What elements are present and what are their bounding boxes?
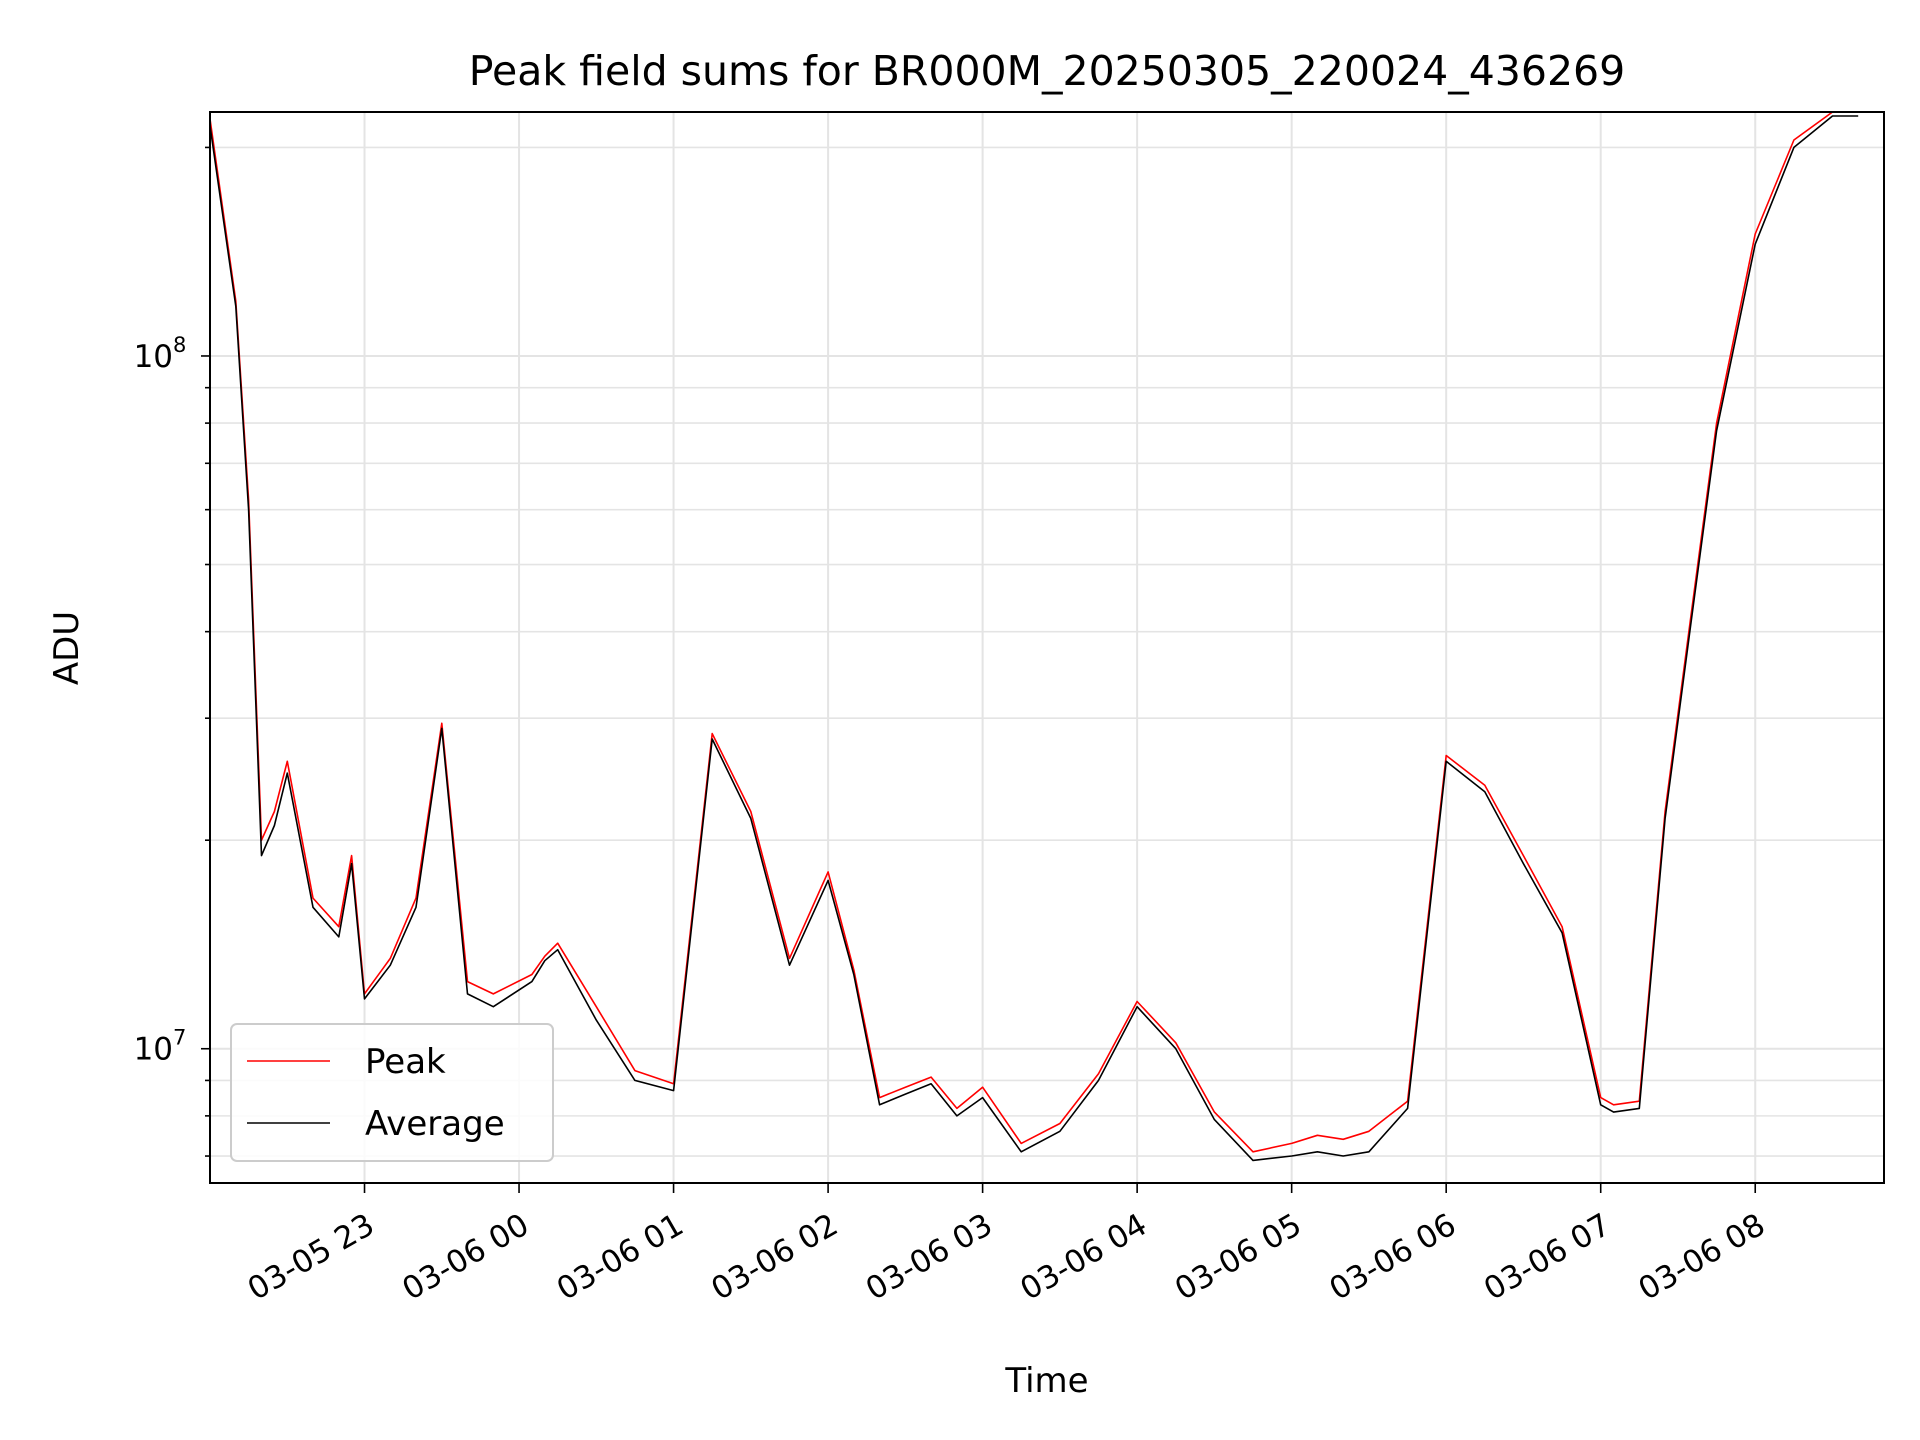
y-axis-ticks: 107 108	[134, 146, 210, 1157]
series-line-peak	[210, 112, 1859, 1153]
chart-title: Peak field sums for BR000M_20250305_2200…	[469, 47, 1625, 95]
series-lines	[210, 112, 1859, 1162]
x-tick-label: 03-06 00	[396, 1207, 535, 1308]
x-tick-label: 03-06 03	[860, 1207, 999, 1308]
legend-label-peak: Peak	[365, 1042, 446, 1082]
y-tick-label: 108	[134, 333, 187, 375]
x-tick-label: 03-06 07	[1478, 1207, 1617, 1308]
x-tick-label: 03-06 08	[1633, 1207, 1772, 1308]
x-tick-label: 03-06 04	[1014, 1207, 1153, 1308]
x-tick-label: 03-06 06	[1323, 1207, 1462, 1308]
x-axis-ticks: 03-05 23 03-06 00 03-06 01 03-06 02 03-06 03…	[242, 1183, 1771, 1308]
plot-frame	[209, 111, 1885, 1184]
legend: Peak Average	[230, 1023, 554, 1162]
y-tick-label: 107	[134, 1026, 187, 1068]
grid	[210, 112, 1884, 1183]
x-tick-label: 03-06 01	[551, 1207, 690, 1308]
legend-label-average: Average	[365, 1104, 505, 1144]
legend-box	[230, 1023, 554, 1162]
x-axis-label: Time	[1004, 1361, 1088, 1401]
x-tick-label: 03-05 23	[242, 1207, 381, 1308]
x-tick-label: 03-06 05	[1169, 1207, 1308, 1308]
series-line-average	[210, 115, 1859, 1162]
x-tick-label: 03-06 02	[705, 1207, 844, 1308]
y-axis-label: ADU	[47, 611, 87, 685]
